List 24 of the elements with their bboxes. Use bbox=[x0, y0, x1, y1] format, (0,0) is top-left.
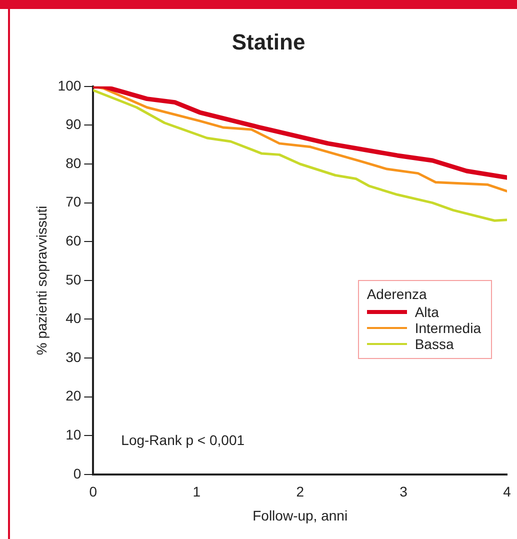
y-tick-label: 80 bbox=[66, 154, 82, 171]
x-tick-label: 4 bbox=[503, 484, 512, 500]
y-tick-label: 70 bbox=[66, 194, 82, 210]
y-tick-label: 50 bbox=[66, 271, 82, 288]
x-tick-label: 1 bbox=[192, 484, 201, 500]
y-axis-title: % pazienti sopravvissuti bbox=[33, 206, 50, 356]
x-tick-label: 3 bbox=[400, 484, 408, 500]
x-axis-title: Follow-up, anni bbox=[252, 507, 348, 524]
y-tick-label: 20 bbox=[66, 388, 82, 404]
y-tick-label: 60 bbox=[66, 232, 82, 248]
legend-label: Bassa bbox=[414, 336, 454, 352]
y-tick-label: 10 bbox=[66, 426, 82, 442]
y-tick-label: 40 bbox=[66, 310, 82, 326]
x-tick-label: 0 bbox=[89, 484, 98, 500]
chart-title: Statine bbox=[232, 29, 306, 54]
legend-title: Aderenza bbox=[366, 286, 428, 302]
y-tick-label: 90 bbox=[66, 116, 82, 132]
y-tick-label: 0 bbox=[73, 465, 82, 482]
legend-label: Intermedia bbox=[414, 320, 481, 336]
legend-label: Alta bbox=[414, 304, 439, 320]
y-tick-label: 30 bbox=[66, 348, 82, 365]
annotation: Log-Rank p < 0,001 bbox=[121, 432, 245, 448]
y-tick-label: 100 bbox=[58, 77, 82, 94]
x-tick-label: 2 bbox=[296, 484, 304, 500]
